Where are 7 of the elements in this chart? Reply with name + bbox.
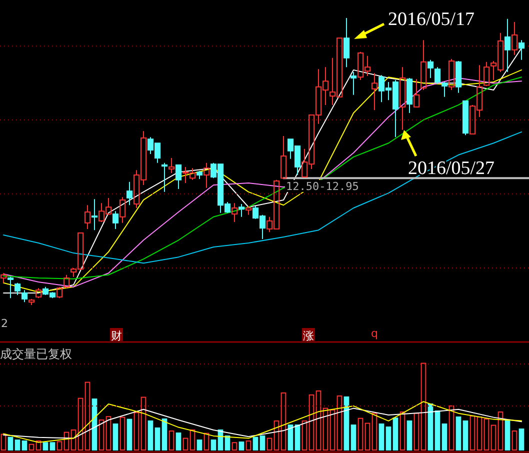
annotation: 12.50-12.95 (286, 180, 359, 193)
text: 成交量已复权 (0, 347, 72, 361)
text: 涨 (303, 330, 314, 342)
text: 2 (1, 317, 8, 330)
annotation: 2016/05/17 (388, 9, 475, 30)
text: 财 (111, 330, 122, 342)
text: q (371, 327, 378, 340)
